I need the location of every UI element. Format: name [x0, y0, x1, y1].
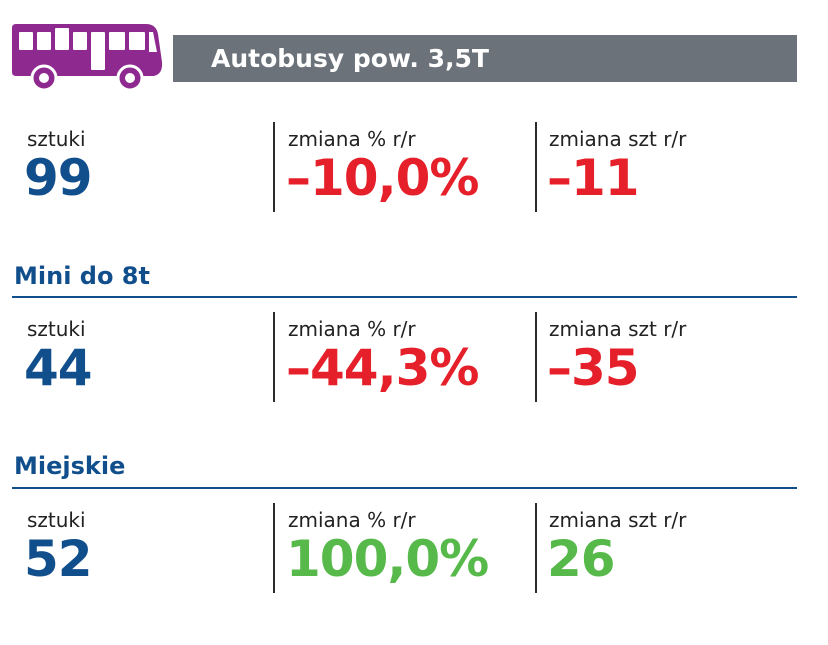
abs-change-value: 26 [547, 530, 616, 588]
pct-change-label: zmiana % r/r [288, 317, 416, 341]
divider [535, 312, 537, 402]
pct-change-label: zmiana % r/r [288, 508, 416, 532]
units-value: 52 [24, 530, 93, 588]
units-value: 99 [24, 149, 93, 207]
units-label: sztuki [27, 508, 86, 532]
divider [535, 122, 537, 212]
pct-change-value: 100,0% [286, 530, 489, 588]
abs-change-value: –35 [547, 339, 640, 397]
divider [273, 122, 275, 212]
units-label: sztuki [27, 127, 86, 151]
units-label: sztuki [27, 317, 86, 341]
abs-change-label: zmiana szt r/r [549, 317, 687, 341]
section-rule [12, 487, 797, 489]
units-value: 44 [24, 339, 93, 397]
section-title: Miejskie [14, 452, 126, 480]
divider [273, 312, 275, 402]
pct-change-label: zmiana % r/r [288, 127, 416, 151]
abs-change-label: zmiana szt r/r [549, 508, 687, 532]
section-title: Mini do 8t [14, 262, 150, 290]
page-title: Autobusy pow. 3,5T [173, 35, 797, 82]
section-rule [12, 296, 797, 298]
pct-change-value: –10,0% [286, 149, 479, 207]
abs-change-value: –11 [547, 149, 640, 207]
divider [535, 503, 537, 593]
pct-change-value: –44,3% [286, 339, 479, 397]
bus-icon [12, 24, 163, 92]
divider [273, 503, 275, 593]
abs-change-label: zmiana szt r/r [549, 127, 687, 151]
